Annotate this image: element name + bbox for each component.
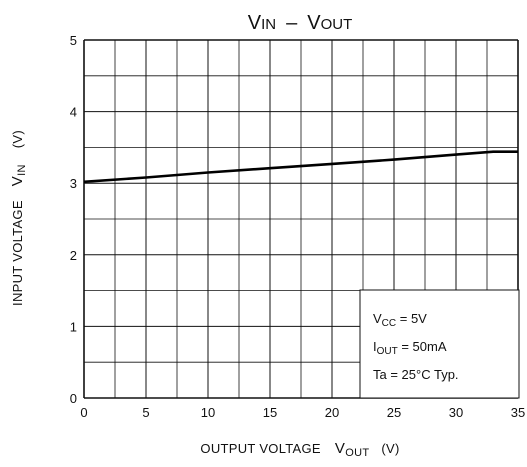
- y-tick-label: 5: [70, 33, 77, 48]
- condition-vcc: VCC = 5V: [373, 311, 427, 329]
- x-tick-label: 35: [511, 405, 525, 420]
- x-tick-label: 20: [325, 405, 339, 420]
- conditions-box: [359, 289, 520, 399]
- x-tick-label: 25: [387, 405, 401, 420]
- x-tick-label: 0: [80, 405, 87, 420]
- y-tick-label: 2: [70, 248, 77, 263]
- x-tick-label: 10: [201, 405, 215, 420]
- series-line-vin-vout: [83, 150, 518, 184]
- tick-labels: 0 5 10 15 20 25 30 35 0 1 2 3 4 5: [70, 33, 525, 420]
- condition-ta: Ta = 25°C Typ.: [373, 367, 459, 382]
- chart-title: VIN – VOUT: [248, 12, 352, 34]
- x-axis-label: OUTPUT VOLTAGE VOUT (V): [200, 440, 399, 459]
- condition-iout: IOUT = 50mA: [373, 339, 447, 357]
- x-tick-label: 5: [142, 405, 149, 420]
- x-tick-label: 15: [263, 405, 277, 420]
- y-tick-label: 1: [70, 319, 77, 334]
- y-axis-label: INPUT VOLTAGEVIN(V): [9, 130, 28, 306]
- y-tick-label: 0: [70, 391, 77, 406]
- y-tick-label: 4: [70, 105, 77, 120]
- y-tick-label: 3: [70, 176, 77, 191]
- x-tick-label: 30: [449, 405, 463, 420]
